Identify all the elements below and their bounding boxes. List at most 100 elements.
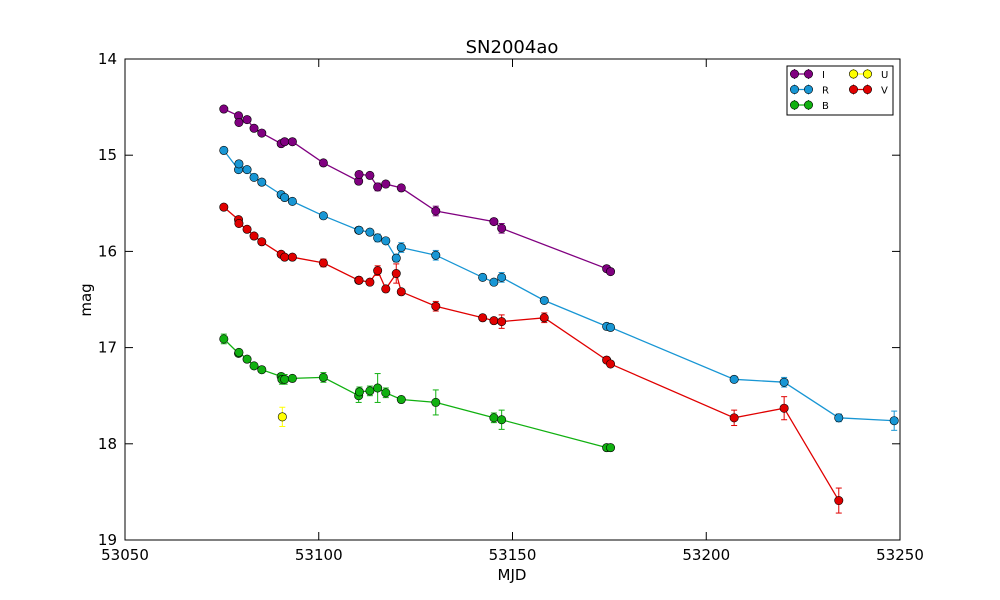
data-point-r <box>497 272 507 282</box>
legend-marker-b <box>803 100 813 110</box>
legend-marker-v <box>862 85 872 95</box>
x-tick-label: 53200 <box>682 546 730 564</box>
data-point-r <box>729 374 739 384</box>
data-point-r <box>834 413 844 423</box>
series-i <box>219 104 616 277</box>
data-point-b <box>249 361 259 371</box>
legend-item-i: I <box>789 69 825 81</box>
data-point-r <box>242 165 252 175</box>
data-point-b <box>318 372 328 382</box>
legend-marker-u <box>862 69 872 79</box>
data-point-v <box>354 275 364 285</box>
data-point-i <box>489 217 499 227</box>
data-point-r <box>365 227 375 237</box>
data-point-r <box>606 322 616 332</box>
data-point-u <box>277 412 287 422</box>
data-point-b <box>373 383 383 393</box>
data-point-b <box>489 413 499 423</box>
legend-label-u: U <box>881 70 888 81</box>
data-point-v <box>396 287 406 297</box>
x-axis-label: MJD <box>498 566 527 584</box>
legend: IRB UV <box>786 65 894 116</box>
legend-marker-i <box>789 69 799 79</box>
data-point-v <box>539 313 549 323</box>
data-point-i <box>249 123 259 133</box>
data-point-b <box>497 415 507 425</box>
data-point-v <box>478 313 488 323</box>
data-point-r <box>396 243 406 253</box>
data-point-v <box>606 359 616 369</box>
data-point-r <box>889 416 899 426</box>
x-tick-label: 53250 <box>876 546 924 564</box>
data-point-i <box>234 117 244 127</box>
y-tick-label: 18 <box>98 435 117 453</box>
data-point-v <box>219 202 229 212</box>
legend-marker-r <box>803 85 813 95</box>
data-point-b <box>606 443 616 453</box>
data-point-v <box>431 301 441 311</box>
legend-marker-r <box>789 85 799 95</box>
series-v <box>219 202 844 514</box>
data-point-i <box>373 182 383 192</box>
data-point-r <box>219 145 229 155</box>
data-point-i <box>257 128 267 138</box>
y-tick-label: 15 <box>98 146 117 164</box>
data-point-b <box>280 374 290 384</box>
legend-marker-u <box>848 69 858 79</box>
data-point-r <box>249 172 259 182</box>
legend-item-v: V <box>848 84 888 97</box>
data-point-v <box>280 252 290 262</box>
data-point-r <box>381 236 391 246</box>
data-point-i <box>606 267 616 277</box>
legend-marker-v <box>848 85 858 95</box>
legend-label-r: R <box>822 86 829 97</box>
data-point-r <box>287 196 297 206</box>
y-tick-label: 16 <box>98 242 117 260</box>
data-point-i <box>318 158 328 168</box>
legend-label-v: V <box>881 86 888 97</box>
data-point-i <box>219 104 229 114</box>
series-b <box>219 333 616 453</box>
data-point-v <box>834 496 844 506</box>
data-point-b <box>219 334 229 344</box>
x-tick-label: 53050 <box>101 546 149 564</box>
data-point-b <box>242 354 252 364</box>
data-point-v <box>249 231 259 241</box>
series-line-b <box>223 338 611 449</box>
data-point-r <box>779 377 789 387</box>
data-point-v <box>391 269 401 279</box>
data-point-v <box>318 258 328 268</box>
legend-item-u: U <box>848 69 888 81</box>
data-point-v <box>381 284 391 294</box>
y-tick-label: 14 <box>98 50 117 68</box>
y-tick-label: 17 <box>98 339 117 357</box>
data-point-r <box>257 177 267 187</box>
data-point-b <box>234 347 244 357</box>
data-point-b <box>381 388 391 398</box>
data-point-b <box>257 365 267 375</box>
data-point-i <box>365 170 375 180</box>
data-point-b <box>354 387 364 397</box>
data-point-r <box>431 250 441 260</box>
data-point-v <box>373 266 383 276</box>
data-point-v <box>729 413 739 423</box>
data-point-v <box>234 219 244 229</box>
data-point-i <box>354 169 364 179</box>
series-u <box>277 406 287 427</box>
data-point-v <box>779 403 789 413</box>
data-point-v <box>365 277 375 287</box>
data-point-b <box>365 386 375 396</box>
plot-area <box>219 104 899 514</box>
data-point-r <box>391 253 401 263</box>
data-point-i <box>497 223 507 233</box>
data-point-r <box>280 193 290 203</box>
data-point-b <box>396 395 406 405</box>
data-point-i <box>381 179 391 189</box>
data-point-i <box>242 115 252 125</box>
legend-marker-i <box>803 69 813 79</box>
axis-ticks: 53050 53100 53150 53200 53250 14 15 16 17 18 19 <box>98 50 924 564</box>
data-point-r <box>318 211 328 221</box>
data-point-v <box>257 237 267 247</box>
data-point-r <box>373 233 383 243</box>
